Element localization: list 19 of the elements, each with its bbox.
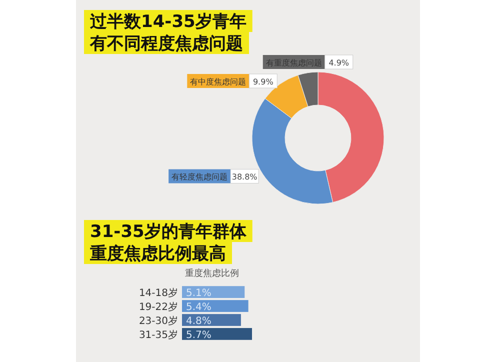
chart-title: 31-35岁的青年群体重度焦虑比例最高	[89, 222, 248, 264]
chart-subtitle: 重度焦虑比例	[185, 268, 239, 279]
data-label: 4.9%	[328, 58, 350, 68]
data-label: 38.8%	[232, 172, 258, 182]
slice-label: 有轻度焦虑问题	[172, 172, 228, 182]
y-tick-label: 14-18岁	[138, 287, 178, 300]
y-tick-label: 23-30岁	[138, 314, 178, 327]
data-label: 9.9%	[252, 77, 274, 86]
y-tick-label: 31-35岁	[138, 328, 178, 341]
slice-label: 有中度焦虑问题	[190, 77, 246, 86]
data-label: 5.1%	[186, 288, 212, 300]
data-label: 5.4%	[186, 302, 212, 314]
bar	[182, 300, 248, 312]
bar	[182, 328, 252, 340]
chart-title: 过半数14-35岁青年有不同程度焦虑问题	[89, 12, 246, 54]
data-label: 4.8%	[186, 316, 212, 327]
bar	[182, 286, 245, 298]
y-tick-label: 19-22岁	[138, 301, 178, 314]
data-label: 5.7%	[186, 330, 212, 341]
